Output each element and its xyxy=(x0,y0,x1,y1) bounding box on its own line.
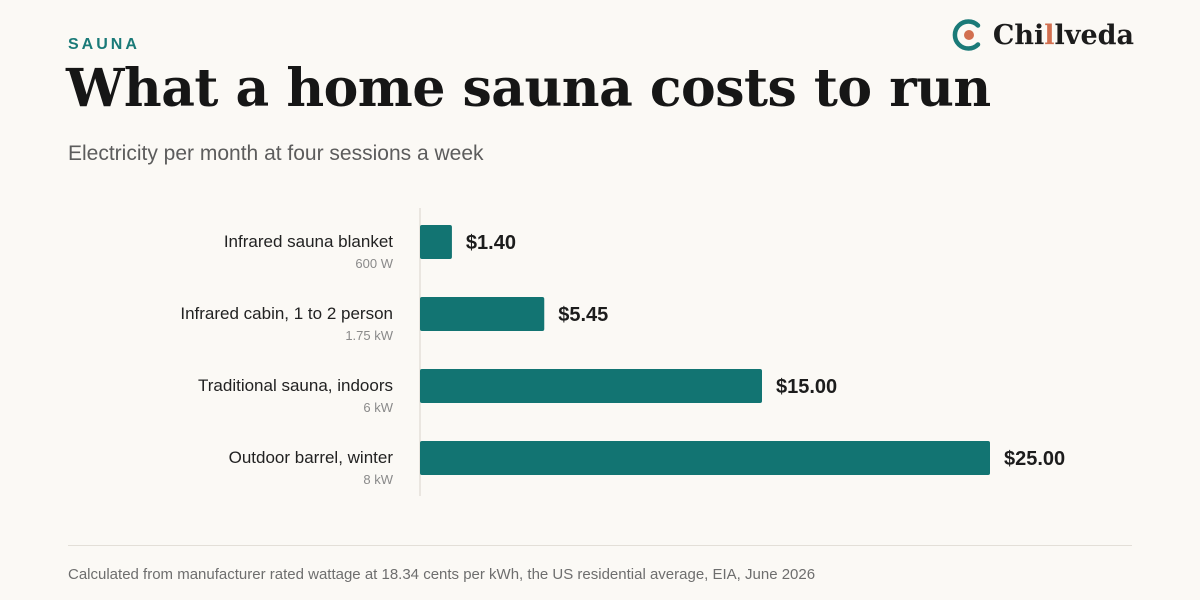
category-sublabel-0: 600 W xyxy=(355,256,393,271)
category-label-2: Traditional sauna, indoors xyxy=(198,376,393,395)
bar-0 xyxy=(420,225,452,259)
bar-2 xyxy=(420,369,762,403)
bar-1 xyxy=(420,297,545,331)
value-label-0: $1.40 xyxy=(466,232,516,254)
footer-divider xyxy=(68,545,1132,546)
category-sublabel-3: 8 kW xyxy=(363,472,393,487)
bar-chart: $1.40 Infrared sauna blanket 600 W $5.45 Inf… xyxy=(180,208,1065,496)
value-label-1: $5.45 xyxy=(558,304,608,326)
bar-3 xyxy=(420,441,990,475)
value-label-3: $25.00 xyxy=(1004,448,1065,470)
chillveda-logo-icon xyxy=(952,19,981,51)
category-sublabel-2: 6 kW xyxy=(363,400,393,415)
value-label-2: $15.00 xyxy=(776,376,837,398)
page-subtitle: Electricity per month at four sessions a… xyxy=(68,142,484,165)
brand-logo: Chillveda xyxy=(951,17,1134,53)
page-title: What a home sauna costs to run xyxy=(66,58,991,119)
brand-name: Chillveda xyxy=(992,19,1134,51)
eyebrow-label: SAUNA xyxy=(68,36,140,53)
category-label-0: Infrared sauna blanket xyxy=(224,232,393,251)
category-sublabel-1: 1.75 kW xyxy=(345,328,393,343)
source-footnote: Calculated from manufacturer rated watta… xyxy=(68,566,816,583)
category-label-1: Infrared cabin, 1 to 2 person xyxy=(180,304,393,323)
category-label-3: Outdoor barrel, winter xyxy=(229,448,394,467)
